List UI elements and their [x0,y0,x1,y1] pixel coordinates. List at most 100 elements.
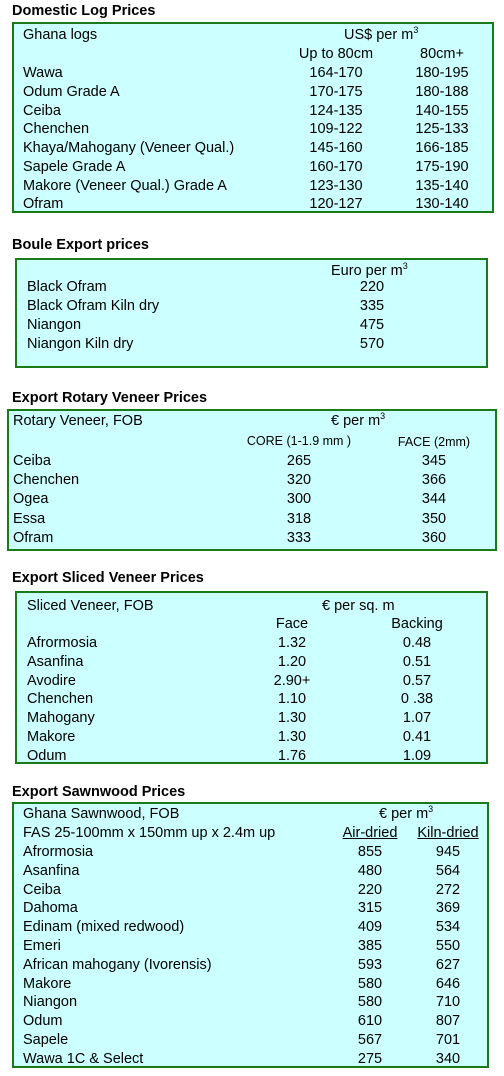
sawn-row-value-col1: 855 [357,844,383,860]
sliced-row-name: Mahogany [27,710,95,727]
sliced-unit: € per sq. m [322,598,395,614]
sawn-row-name: African mahogany (Ivorensis) [23,956,212,973]
sawn-row-name: Asanfina [23,862,80,879]
domestic-row-value-col1: 160-170 [309,158,363,175]
sliced-header: Sliced Veneer, FOB [27,598,154,614]
boule-title: Boule Export prices [12,237,149,253]
sawn-row-value-col1: 610 [357,1013,383,1030]
sawn-header: Ghana Sawnwood, FOB [23,806,180,822]
domestic-row-value-col1: 123-130 [309,177,363,194]
rotary-header: Rotary Veneer, FOB [13,413,143,429]
sawn-row-value-col1: 567 [357,1032,383,1048]
sawn-unit: € per m3 [379,804,434,823]
rotary-col1-header: CORE (1-1.9 mm ) [246,434,352,448]
sawn-row-value-col2: 701 [435,1032,461,1048]
rotary-row-value-col1: 333 [286,529,312,546]
sawn-row-value-col1: 275 [357,1050,383,1067]
sawn-row-value-col2: 646 [435,975,461,992]
sawn-row-value-col1: 409 [357,919,383,936]
boule-table: Euro per m3 Black Ofram 220 Black Ofram Ki… [15,258,488,368]
sawn-row-value-col1: 385 [357,938,383,954]
sliced-row-value-col2: 1.07 [402,710,432,727]
sliced-row-name: Makore [27,729,76,745]
sawn-row-name: Ceiba [23,881,61,898]
rotary-row-value-col2: 344 [421,491,447,508]
sawn-row-value-col2: 369 [435,900,461,917]
sliced-row-value-col1: 2.90+ [273,672,311,689]
domestic-row-name: Ofram [23,196,64,213]
sawn-row-name: Emeri [23,938,61,954]
rotary-unit: € per m3 [331,411,386,430]
sawn-row-name: Edinam (mixed redwood) [23,919,185,936]
sliced-row-value-col2: 0.41 [402,729,432,745]
sliced-row-name: Afrormosia [27,635,98,651]
rotary-row-name: Ceiba [13,453,51,469]
sliced-col1-header: Face [275,616,309,632]
sliced-row-name: Avodire [27,672,76,689]
domestic-row-value-col2: 130-140 [415,196,469,213]
sliced-row-value-col2: 0.48 [402,635,432,651]
rotary-row-value-col2: 350 [421,510,447,527]
rotary-row-name: Chenchen [13,472,80,489]
boule-row-value-col1: 220 [359,279,385,295]
sawn-table: Ghana Sawnwood, FOB € per m3 FAS 25-100m… [12,802,489,1068]
domestic-row-value-col1: 145-160 [309,140,363,156]
sawn-row-value-col1: 580 [357,994,383,1011]
boule-row-name: Black Ofram [27,279,107,295]
sawn-row-value-col1: 480 [357,862,383,879]
sawn-row-name: Niangon [23,994,78,1011]
sliced-row-value-col1: 1.10 [277,691,307,708]
boule-row-name: Niangon [27,317,82,333]
domestic-row-value-col1: 164-170 [309,65,363,81]
sliced-row-value-col1: 1.20 [277,653,307,670]
sawn-col1-header: Air-dried [342,825,398,841]
rotary-row-value-col1: 265 [286,453,312,469]
sawn-row-name: Afrormosia [23,844,94,860]
sawn-row-value-col2: 340 [435,1050,461,1067]
domestic-row-name: Odum Grade A [23,83,120,100]
rotary-row-value-col2: 366 [421,472,447,489]
sawn-row-name: Sapele [23,1032,69,1048]
sliced-row-value-col1: 1.32 [277,635,307,651]
domestic-row-name: Sapele Grade A [23,158,126,175]
sawn-row-value-col2: 564 [435,862,461,879]
rotary-table: Rotary Veneer, FOB € per m3 CORE (1-1.9 … [7,409,497,551]
sliced-title: Export Sliced Veneer Prices [12,570,204,586]
domestic-title: Domestic Log Prices [12,3,156,19]
rotary-row-value-col1: 300 [286,491,312,508]
sliced-row-value-col1: 1.30 [277,710,307,727]
sawn-row-value-col2: 807 [435,1013,461,1030]
sliced-row-name: Odum [27,747,67,764]
sawn-subheader: FAS 25-100mm x 150mm up x 2.4m up [23,825,276,841]
sliced-row-name: Chenchen [27,691,94,708]
domestic-row-name: Ceiba [23,102,61,119]
sawn-row-value-col2: 534 [435,919,461,936]
sliced-row-value-col1: 1.76 [277,747,307,764]
rotary-row-name: Ofram [13,529,54,546]
rotary-row-value-col1: 320 [286,472,312,489]
sliced-col2-header: Backing [391,616,443,632]
sliced-row-value-col1: 1.30 [277,729,307,745]
sawn-row-value-col2: 272 [435,881,461,898]
sliced-row-name: Asanfina [27,653,84,670]
domestic-row-name: Makore (Veneer Qual.) Grade A [23,177,227,194]
sawn-row-name: Odum [23,1013,63,1030]
sawn-row-value-col1: 593 [357,956,383,973]
sliced-row-value-col2: 1.09 [402,747,432,764]
domestic-header: Ghana logs [23,27,98,43]
domestic-row-value-col2: 180-195 [415,65,469,81]
domestic-row-value-col1: 120-127 [309,196,363,213]
sawn-row-value-col2: 710 [435,994,461,1011]
domestic-row-value-col2: 180-188 [415,83,469,100]
sawn-row-value-col2: 550 [435,938,461,954]
domestic-row-value-col2: 140-155 [415,102,469,119]
sawn-col2-header: Kiln-dried [417,825,479,841]
sawn-row-value-col1: 220 [357,881,383,898]
domestic-row-value-col2: 175-190 [415,158,469,175]
domestic-row-name: Khaya/Mahogany (Veneer Qual.) [23,140,235,156]
rotary-row-name: Essa [13,510,46,527]
domestic-row-value-col2: 166-185 [415,140,469,156]
sawn-row-name: Makore [23,975,72,992]
rotary-row-value-col2: 345 [421,453,447,469]
rotary-row-value-col2: 360 [421,529,447,546]
